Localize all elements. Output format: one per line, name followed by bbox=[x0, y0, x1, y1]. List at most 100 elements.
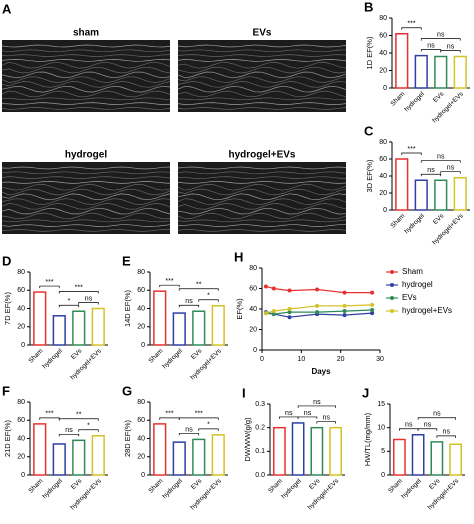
bar bbox=[153, 423, 167, 476]
significance-bracket bbox=[58, 291, 99, 294]
echo-streak bbox=[1, 171, 171, 175]
significance-bracket bbox=[440, 171, 461, 174]
y-tick-label: 0 bbox=[21, 342, 25, 349]
y-tick-label: 0 bbox=[141, 472, 145, 479]
significance-bracket bbox=[178, 288, 219, 291]
y-tick-label: 60 bbox=[137, 287, 145, 294]
x-tick-label: EVs bbox=[70, 477, 84, 491]
y-tick-label: 20 bbox=[17, 324, 25, 331]
panel-label: D bbox=[2, 253, 11, 268]
bar bbox=[52, 443, 66, 476]
significance-label: *** bbox=[45, 411, 53, 418]
image-label: hydrogel+EVs bbox=[229, 150, 296, 161]
y-tick-label: 80 bbox=[17, 399, 25, 406]
y-axis-label: 28D EF(%) bbox=[123, 419, 132, 457]
x-tick-label: hydrogel bbox=[400, 477, 423, 500]
echo-streak bbox=[1, 176, 171, 179]
significance-label: ns bbox=[437, 154, 445, 161]
y-tick-label: 10 bbox=[377, 425, 385, 432]
echo-streak bbox=[1, 49, 171, 53]
significance-label: ns bbox=[405, 422, 413, 429]
point bbox=[370, 302, 375, 307]
echo-streak bbox=[1, 166, 171, 170]
y-tick-label: 0 bbox=[253, 347, 257, 354]
point bbox=[342, 303, 347, 308]
x-tick-label: hydrogel bbox=[403, 90, 426, 113]
y-tick-label: 80 bbox=[249, 265, 257, 272]
y-tick-label: 80 bbox=[137, 269, 145, 276]
echo-streak bbox=[1, 184, 171, 191]
y-axis-label: 21D EF(%) bbox=[3, 419, 12, 457]
bar bbox=[414, 179, 428, 211]
bar bbox=[393, 438, 406, 476]
bar bbox=[192, 438, 206, 476]
panel-label: I bbox=[242, 385, 246, 400]
significance-label: ns bbox=[304, 410, 312, 417]
y-axis-label: 14D EF(%) bbox=[123, 289, 132, 327]
y-tick-label: 20 bbox=[249, 326, 257, 333]
bar bbox=[211, 434, 225, 476]
x-tick-label: Sham bbox=[147, 478, 164, 495]
echo-streak bbox=[1, 71, 171, 79]
y-tick-label: 0 bbox=[21, 472, 25, 479]
bar bbox=[329, 426, 342, 476]
x-tick-label: EVs bbox=[70, 347, 84, 361]
significance-label: ns bbox=[185, 426, 193, 433]
bar bbox=[153, 290, 167, 346]
significance-label: ** bbox=[76, 412, 82, 419]
significance-label: *** bbox=[407, 21, 415, 28]
y-tick-label: 40 bbox=[379, 173, 387, 180]
significance-bracket bbox=[436, 435, 456, 438]
significance-bracket bbox=[316, 421, 336, 424]
echo-streak bbox=[1, 54, 171, 57]
panel-label: E bbox=[122, 253, 131, 268]
bar bbox=[211, 305, 225, 346]
x-tick-label: EVs bbox=[308, 477, 322, 491]
significance-label: ns bbox=[65, 427, 73, 434]
point bbox=[263, 284, 268, 289]
legend-marker bbox=[390, 296, 394, 300]
echo-streak bbox=[1, 85, 171, 93]
echo-streak bbox=[177, 184, 347, 191]
y-tick-label: 0.0 bbox=[255, 472, 265, 479]
significance-bracket bbox=[178, 417, 219, 420]
x-tick-label: Sham bbox=[27, 348, 44, 365]
point bbox=[370, 311, 375, 316]
y-tick-label: 80 bbox=[379, 15, 387, 22]
echo-streak bbox=[177, 102, 347, 105]
significance-bracket bbox=[198, 299, 219, 302]
echo-streak bbox=[177, 198, 347, 205]
panel-label: B bbox=[364, 0, 373, 14]
significance-bracket bbox=[279, 416, 299, 419]
echo-streak bbox=[1, 102, 171, 105]
y-axis-label: HW/TL(mg/mm) bbox=[363, 412, 372, 466]
significance-bracket bbox=[401, 27, 422, 30]
bar bbox=[449, 443, 462, 476]
significance-label: ns bbox=[437, 31, 445, 38]
echo-streak bbox=[1, 61, 171, 69]
panel-label: C bbox=[364, 123, 374, 138]
point bbox=[287, 288, 292, 293]
significance-label: *** bbox=[75, 284, 83, 291]
image-label: hydrogel bbox=[65, 150, 107, 161]
y-tick-label: 20 bbox=[379, 190, 387, 197]
y-tick-label: 20 bbox=[137, 324, 145, 331]
x-tick-label: Sham bbox=[27, 478, 44, 495]
significance-label: ns bbox=[185, 298, 193, 305]
significance-label: ns bbox=[285, 410, 293, 417]
y-tick-label: 15 bbox=[377, 401, 385, 408]
echo-streak bbox=[1, 59, 171, 62]
significance-label: *** bbox=[165, 278, 173, 285]
y-tick-label: 60 bbox=[379, 32, 387, 39]
bar bbox=[273, 426, 286, 476]
significance-bracket bbox=[420, 173, 442, 177]
y-tick-label: 60 bbox=[379, 156, 387, 163]
significance-bracket bbox=[58, 418, 99, 421]
significance-label: ns bbox=[427, 167, 435, 174]
echo-streak bbox=[1, 219, 171, 223]
bar bbox=[434, 55, 448, 89]
echo-streak bbox=[177, 49, 347, 53]
significance-label: ns bbox=[447, 165, 455, 172]
significance-bracket bbox=[159, 284, 180, 288]
